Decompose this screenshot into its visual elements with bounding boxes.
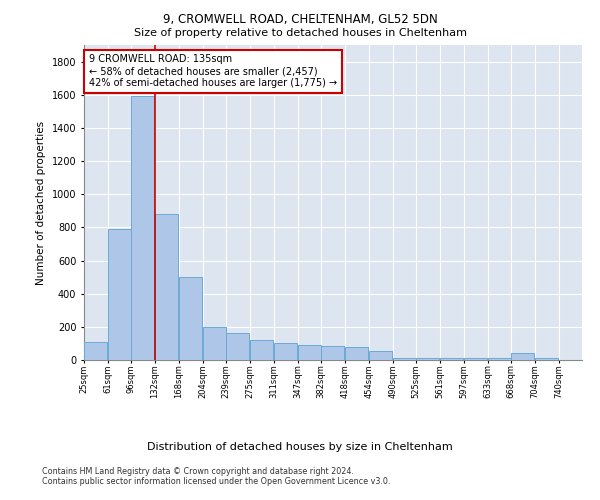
Bar (298, 345, 321, 360)
Bar (131, 96, 154, 360)
Text: 9 CROMWELL ROAD: 135sqm
← 58% of detached houses are smaller (2,457)
42% of semi: 9 CROMWELL ROAD: 135sqm ← 58% of detache… (89, 54, 337, 88)
Text: Distribution of detached houses by size in Cheltenham: Distribution of detached houses by size … (147, 442, 453, 452)
Bar (416, 358, 439, 360)
Bar (535, 358, 558, 360)
Bar (369, 351, 392, 360)
Bar (108, 229, 131, 360)
Bar (179, 277, 202, 360)
Bar (511, 354, 534, 360)
Text: Contains public sector information licensed under the Open Government Licence v3: Contains public sector information licen… (42, 478, 391, 486)
Text: 9, CROMWELL ROAD, CHELTENHAM, GL52 5DN: 9, CROMWELL ROAD, CHELTENHAM, GL52 5DN (163, 12, 437, 26)
Bar (250, 340, 273, 360)
Text: Contains HM Land Registry data © Crown copyright and database right 2024.: Contains HM Land Registry data © Crown c… (42, 468, 354, 476)
Bar (155, 214, 178, 360)
Bar (488, 358, 511, 360)
Bar (345, 346, 368, 360)
Bar (84, 342, 107, 360)
Bar (226, 334, 250, 360)
Bar (393, 358, 416, 360)
Bar (464, 358, 487, 360)
Bar (321, 346, 344, 360)
Y-axis label: Number of detached properties: Number of detached properties (36, 120, 46, 284)
Text: Size of property relative to detached houses in Cheltenham: Size of property relative to detached ho… (133, 28, 467, 38)
Bar (274, 342, 297, 360)
Bar (203, 327, 226, 360)
Bar (440, 358, 463, 360)
